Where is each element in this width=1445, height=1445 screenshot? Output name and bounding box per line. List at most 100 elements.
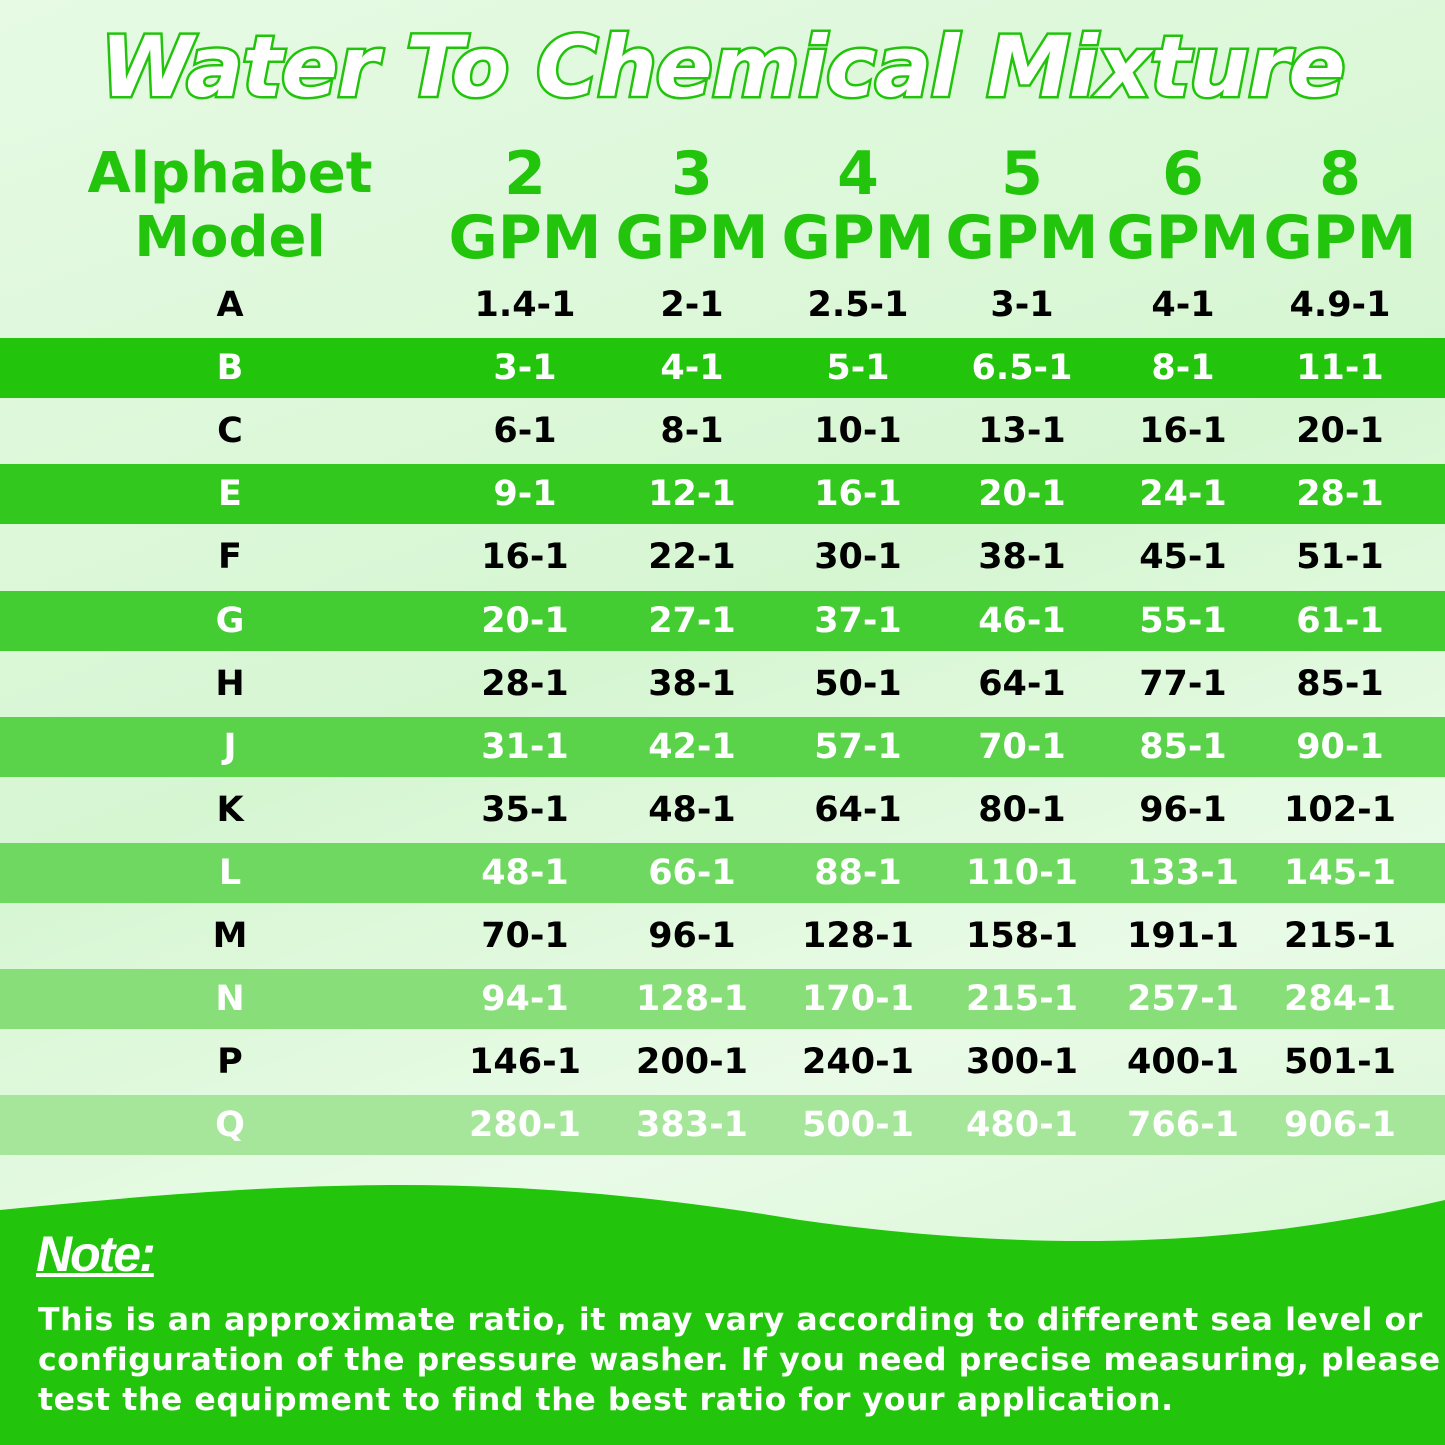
footer-wave: [0, 1185, 1445, 1445]
ratio-cell: 3-1: [990, 285, 1054, 325]
ratio-cell: 6-1: [493, 411, 557, 452]
ratio-cell: 200-1: [636, 1042, 748, 1083]
ratio-cell: 48-1: [648, 789, 736, 830]
ratio-cell: 28-1: [1296, 474, 1384, 515]
row-band: [0, 1095, 1445, 1156]
column-header: GPM: [615, 203, 769, 273]
ratio-cell: 42-1: [648, 726, 736, 767]
ratio-cell: 55-1: [1139, 600, 1227, 641]
ratio-cell: 906-1: [1284, 1105, 1396, 1146]
ratio-cell: 110-1: [966, 852, 1078, 893]
ratio-cell: 13-1: [978, 411, 1066, 452]
column-header: 4: [837, 139, 879, 209]
ratio-cell: 66-1: [648, 852, 736, 893]
column-header: 3: [671, 139, 713, 209]
ratio-cell: 11-1: [1296, 348, 1384, 389]
ratio-cell: 4-1: [660, 348, 724, 389]
ratio-cell: 90-1: [1296, 726, 1384, 767]
ratio-cell: 128-1: [802, 916, 914, 956]
ratio-cell: 38-1: [978, 537, 1066, 578]
ratio-cell: 20-1: [481, 600, 569, 641]
column-header: 2: [504, 139, 546, 209]
row-label: B: [216, 348, 244, 389]
ratio-cell: 30-1: [814, 537, 902, 578]
ratio-cell: 16-1: [814, 474, 902, 515]
row-label: H: [215, 663, 245, 704]
row-band: [0, 590, 1445, 651]
ratio-cell: 46-1: [978, 600, 1066, 641]
ratio-cell: 10-1: [814, 411, 902, 452]
column-header: 8: [1319, 139, 1361, 209]
ratio-cell: 215-1: [1284, 916, 1396, 956]
ratio-cell: 400-1: [1127, 1042, 1239, 1083]
ratio-cell: 3-1: [493, 348, 557, 389]
ratio-cell: 240-1: [802, 1042, 914, 1083]
row-label: M: [212, 916, 248, 956]
ratio-cell: 145-1: [1284, 852, 1396, 893]
row-label: L: [218, 852, 242, 893]
ratio-cell: 24-1: [1139, 474, 1227, 515]
column-header: GPM: [1106, 203, 1260, 273]
ratio-cell: 4-1: [1151, 285, 1215, 325]
ratio-cell: 215-1: [966, 979, 1078, 1020]
note-line: test the equipment to find the best rati…: [38, 1382, 1174, 1418]
ratio-cell: 766-1: [1127, 1105, 1239, 1146]
ratio-cell: 501-1: [1284, 1042, 1396, 1083]
ratio-cell: 85-1: [1296, 663, 1384, 704]
ratio-cell: 191-1: [1127, 916, 1239, 956]
ratio-cell: 61-1: [1296, 600, 1384, 641]
ratio-cell: 2-1: [660, 285, 724, 325]
ratio-cell: 27-1: [648, 600, 736, 641]
ratio-cell: 280-1: [469, 1105, 581, 1146]
ratio-cell: 22-1: [648, 537, 736, 578]
ratio-cell: 38-1: [648, 663, 736, 704]
column-header: Model: [134, 205, 326, 270]
row-label: Q: [215, 1105, 245, 1146]
column-header: GPM: [448, 203, 602, 273]
row-label: N: [215, 979, 245, 1020]
ratio-cell: 5-1: [826, 348, 890, 389]
ratio-cell: 146-1: [469, 1042, 581, 1083]
row-label: J: [223, 726, 237, 767]
ratio-cell: 102-1: [1284, 789, 1396, 830]
ratio-cell: 31-1: [481, 726, 569, 767]
column-header: 6: [1162, 139, 1204, 209]
ratio-cell: 64-1: [814, 789, 902, 830]
ratio-cell: 64-1: [978, 663, 1066, 704]
ratio-cell: 1.4-1: [474, 285, 576, 325]
column-header: GPM: [945, 203, 1099, 273]
ratio-cell: 2.5-1: [807, 285, 909, 325]
title: Water To Chemical Mixture: [98, 16, 1348, 119]
ratio-cell: 6.5-1: [971, 348, 1073, 389]
ratio-cell: 12-1: [648, 474, 736, 515]
ratio-cell: 300-1: [966, 1042, 1078, 1083]
ratio-cell: 88-1: [814, 852, 902, 893]
ratio-cell: 37-1: [814, 600, 902, 641]
note-line: This is an approximate ratio, it may var…: [38, 1302, 1423, 1338]
ratio-cell: 85-1: [1139, 726, 1227, 767]
ratio-cell: 20-1: [1296, 411, 1384, 452]
ratio-cell: 35-1: [481, 789, 569, 830]
ratio-cell: 8-1: [660, 411, 724, 452]
ratio-cell: 70-1: [481, 916, 569, 956]
ratio-cell: 94-1: [481, 979, 569, 1020]
row-band: [0, 716, 1445, 777]
row-label: E: [218, 474, 242, 515]
ratio-cell: 16-1: [1139, 411, 1227, 452]
ratio-cell: 158-1: [966, 916, 1078, 956]
ratio-cell: 48-1: [481, 852, 569, 893]
row-label: K: [216, 789, 244, 830]
ratio-cell: 28-1: [481, 663, 569, 704]
note-heading: Note:: [36, 1226, 156, 1282]
column-header: 5: [1001, 139, 1043, 209]
ratio-cell: 133-1: [1127, 852, 1239, 893]
ratio-cell: 45-1: [1139, 537, 1227, 578]
ratio-cell: 51-1: [1296, 537, 1384, 578]
ratio-cell: 9-1: [493, 474, 557, 515]
ratio-cell: 8-1: [1151, 348, 1215, 389]
ratio-cell: 257-1: [1127, 979, 1239, 1020]
row-label: A: [216, 285, 244, 325]
column-header: GPM: [1263, 203, 1417, 273]
ratio-cell: 50-1: [814, 663, 902, 704]
